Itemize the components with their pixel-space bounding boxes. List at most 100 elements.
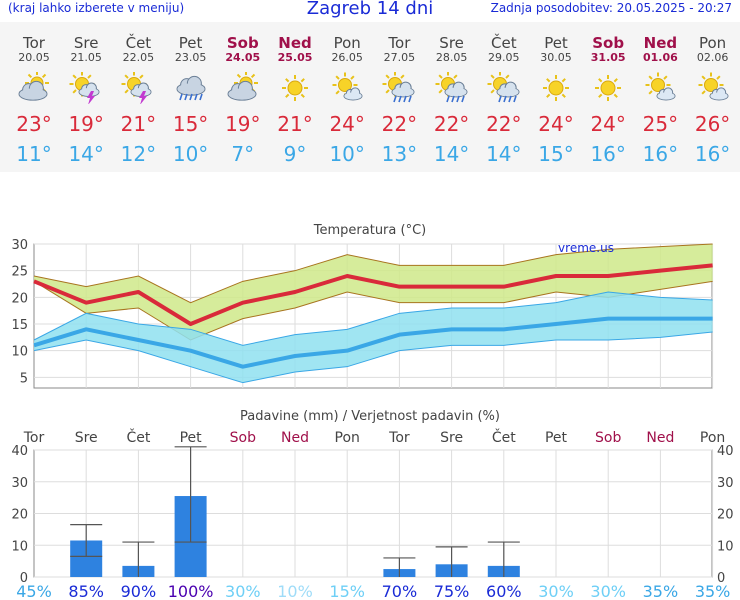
max-temperature: 22° xyxy=(381,112,418,136)
temperature-chart-title: Temperatura (°C) xyxy=(313,223,426,238)
forecast-day: Pet 30.05 24° 15° xyxy=(530,22,582,172)
max-temperature: 26° xyxy=(694,112,731,136)
temperature-y-tick: 20 xyxy=(11,291,28,306)
forecast-day: Pon 26.05 24° 10° xyxy=(321,22,373,172)
precipitation-y-tick-right: 30 xyxy=(717,476,734,491)
forecast-day: Sob 24.05 19° 7° xyxy=(217,22,269,172)
precipitation-y-tick-right: 0 xyxy=(717,571,725,586)
day-date: 31.05 xyxy=(590,51,626,64)
sun-cloud-rain-icon xyxy=(435,72,468,103)
forecast-day: Čet 29.05 22° 14° xyxy=(478,22,530,172)
precipitation-day-label: Čet xyxy=(126,428,150,446)
min-temperature: 9° xyxy=(283,142,307,166)
precipitation-day-label: Tor xyxy=(23,430,45,446)
precipitation-day-label: Pet xyxy=(545,430,568,446)
sun-icon xyxy=(543,75,569,101)
day-date: 21.05 xyxy=(70,51,102,64)
precipitation-day-label: Sob xyxy=(230,430,256,446)
precipitation-probability: 90% xyxy=(121,582,157,600)
precipitation-day-label: Pon xyxy=(700,430,725,446)
day-date: 28.05 xyxy=(435,51,468,64)
max-temperature: 21° xyxy=(120,112,157,136)
precipitation-probability: 35% xyxy=(695,582,731,600)
cloud-rain-icon xyxy=(176,75,206,101)
day-name: Sob xyxy=(226,34,259,52)
temperature-y-tick: 10 xyxy=(11,345,28,360)
max-temperature: 22° xyxy=(433,112,470,136)
min-temperature: 10° xyxy=(329,142,365,166)
precipitation-probability: 30% xyxy=(538,582,574,600)
day-date: 27.05 xyxy=(383,51,416,64)
precipitation-probability: 30% xyxy=(590,582,626,600)
max-temperature: 15° xyxy=(172,112,209,136)
page-title: Zagreb 14 dni xyxy=(306,0,434,19)
header: (kraj lahko izberete v meniju) Zagreb 14… xyxy=(0,0,740,22)
sun-cloud-icon xyxy=(227,72,258,101)
forecast-day: Pet 23.05 15° 10° xyxy=(165,22,217,172)
precipitation-y-tick-left: 10 xyxy=(11,539,28,554)
precipitation-y-tick-right: 10 xyxy=(717,539,734,554)
sun-cloud-rain-icon xyxy=(382,72,415,103)
min-temperature: 16° xyxy=(590,142,626,166)
precipitation-probability: 45% xyxy=(16,582,52,600)
day-date: 25.05 xyxy=(277,51,313,64)
min-temperature: 14° xyxy=(486,142,522,166)
min-temperature: 14° xyxy=(68,142,104,166)
precipitation-probability: 85% xyxy=(68,582,104,600)
day-date: 26.05 xyxy=(331,51,363,64)
min-temperature: 7° xyxy=(231,142,255,166)
precipitation-probability: 100% xyxy=(168,582,214,600)
precipitation-probability: 10% xyxy=(277,582,313,600)
precipitation-day-label: Čet xyxy=(492,428,516,446)
day-name: Čet xyxy=(491,34,517,52)
precipitation-day-label: Ned xyxy=(646,430,674,446)
forecast-day: Sre 28.05 22° 14° xyxy=(426,22,478,172)
sun-thunder-icon xyxy=(121,72,152,104)
day-name: Tor xyxy=(388,34,411,52)
location-hint[interactable]: (kraj lahko izberete v meniju) xyxy=(8,1,185,15)
max-temperature: 22° xyxy=(486,112,522,136)
sun-thunder-icon xyxy=(69,72,100,104)
precipitation-y-tick-left: 0 xyxy=(20,571,28,586)
day-date: 22.05 xyxy=(122,51,155,64)
precipitation-day-label: Pet xyxy=(180,430,203,446)
min-temperature: 14° xyxy=(433,142,470,166)
band-upper-edge xyxy=(33,291,713,346)
sun-cloud-icon xyxy=(18,72,49,101)
watermark: vreme.us xyxy=(558,241,614,255)
temperature-y-tick: 30 xyxy=(11,238,28,253)
precipitation-day-label: Tor xyxy=(388,430,410,446)
forecast-day: Tor 27.05 22° 13° xyxy=(373,22,425,172)
day-name: Čet xyxy=(125,34,152,52)
max-temperature: 24° xyxy=(329,112,365,136)
precipitation-day-label: Sre xyxy=(440,430,463,446)
max-temperature: 21° xyxy=(277,112,313,136)
day-name: Ned xyxy=(643,34,678,52)
min-temperature-range-band xyxy=(34,292,713,383)
min-temperature: 16° xyxy=(642,142,679,166)
temperature-y-tick: 25 xyxy=(11,265,28,280)
precipitation-y-tick-left: 20 xyxy=(11,508,28,523)
day-date: 29.05 xyxy=(488,51,520,64)
day-name: Tor xyxy=(23,34,45,52)
temperature-y-tick: 5 xyxy=(20,371,28,386)
precipitation-day-label: Pon xyxy=(335,430,360,446)
day-date: 23.05 xyxy=(174,51,207,64)
forecast-day: Tor 20.05 23° 11° xyxy=(8,22,60,172)
precipitation-probability: 70% xyxy=(382,582,418,600)
max-temperature: 24° xyxy=(590,112,626,136)
day-name: Sre xyxy=(73,34,99,52)
band-lower-edge xyxy=(33,331,713,384)
day-name: Sob xyxy=(592,34,625,52)
day-date: 24.05 xyxy=(225,51,261,64)
precipitation-probability: 30% xyxy=(225,582,261,600)
day-date: 02.06 xyxy=(696,51,729,64)
forecast-strip: Tor 20.05 23° 11° Sre 21.05 19° 14° Čet 22.05 21° 1… xyxy=(0,22,740,172)
min-temperature: 12° xyxy=(120,142,157,166)
day-name: Pon xyxy=(333,34,361,52)
min-temperature-line xyxy=(33,316,713,369)
forecast-day: Sob 31.05 24° 16° xyxy=(582,22,634,172)
forecast-day: Ned 25.05 21° 9° xyxy=(269,22,321,172)
temperature-y-tick: 15 xyxy=(11,318,28,333)
forecast-day: Pon 02.06 26° 16° xyxy=(687,22,739,172)
